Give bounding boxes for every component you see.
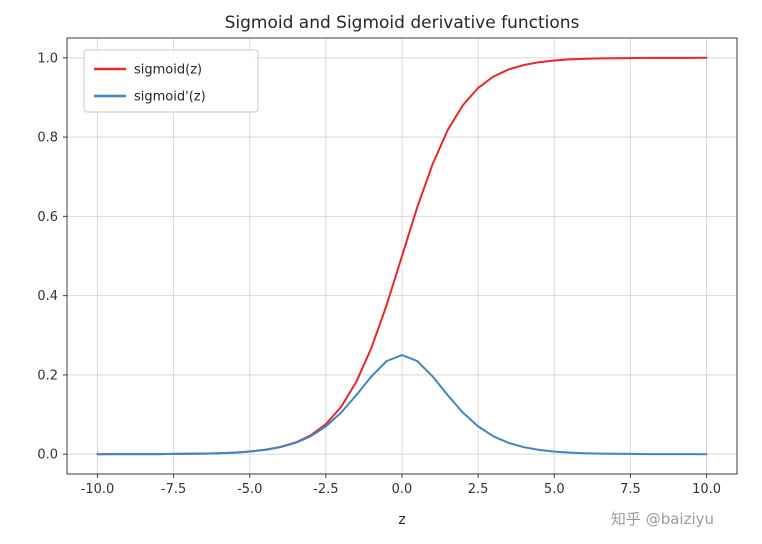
x-tick-label: -7.5 [161,482,186,497]
x-tick-label: 10.0 [692,482,721,497]
y-tick-label: 0.2 [37,368,58,383]
legend-label-1: sigmoid'(z) [134,90,206,105]
y-tick-label: 0.8 [37,131,58,146]
chart-title: Sigmoid and Sigmoid derivative functions [225,13,580,33]
legend-label-0: sigmoid(z) [134,63,202,78]
y-tick-label: 0.0 [37,448,58,463]
x-tick-label: 5.0 [544,482,565,497]
x-tick-label: -5.0 [237,482,262,497]
x-axis-label: z [398,512,405,528]
x-tick-label: 7.5 [620,482,641,497]
y-tick-label: 0.6 [37,210,58,225]
y-tick-label: 1.0 [37,51,58,66]
x-tick-label: -10.0 [81,482,115,497]
x-tick-label: -2.5 [313,482,338,497]
watermark: 知乎 @baiziyu [611,510,714,528]
legend-box [83,49,259,113]
y-tick-label: 0.4 [37,289,58,304]
x-tick-label: 2.5 [468,482,489,497]
x-tick-label: 0.0 [392,482,413,497]
series-line-1 [96,354,708,456]
